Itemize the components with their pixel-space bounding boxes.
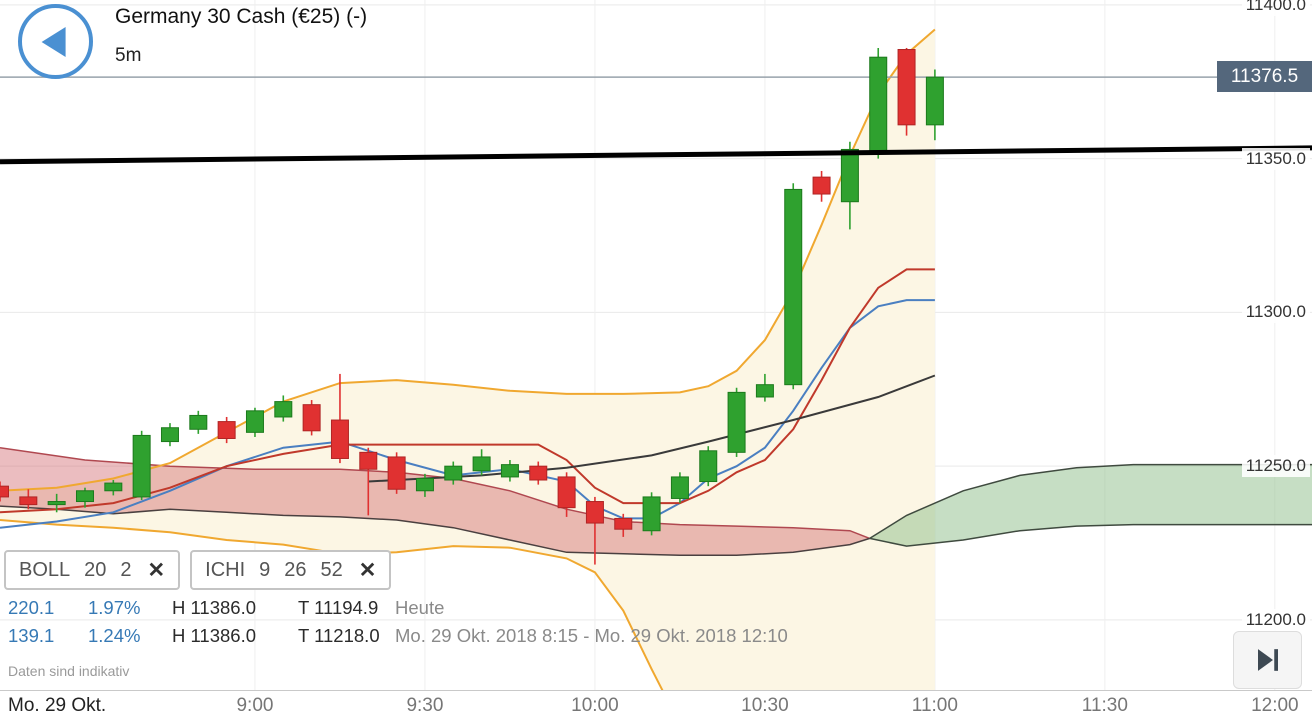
trendline[interactable] bbox=[0, 145, 1312, 165]
close-icon[interactable]: ✕ bbox=[358, 558, 377, 582]
change-value: 139.1 bbox=[8, 625, 55, 646]
change-value: 220.1 bbox=[8, 597, 55, 618]
baseline-dark-line bbox=[368, 374, 936, 483]
candle-09:55 bbox=[557, 472, 576, 517]
candle-08:40 bbox=[132, 430, 151, 500]
left-arrow-icon bbox=[41, 26, 66, 57]
range-label: Mo. 29 Okt. 2018 8:15 - Mo. 29 Okt. 2018… bbox=[395, 625, 788, 646]
close-icon[interactable]: ✕ bbox=[147, 558, 166, 582]
change-percent: 1.24% bbox=[88, 625, 141, 646]
current-price-badge: 11376.5 bbox=[1217, 61, 1312, 93]
back-button[interactable] bbox=[18, 4, 93, 79]
candles-layer bbox=[0, 47, 944, 565]
indicator-param: 26 bbox=[284, 558, 307, 581]
candle-08:20 bbox=[19, 489, 38, 510]
candle-10:35 bbox=[784, 183, 803, 390]
candle-11:00 bbox=[925, 69, 944, 141]
high-value: H 11386.0 bbox=[172, 597, 256, 618]
candle-09:30 bbox=[415, 473, 434, 497]
indicator-param: 2 bbox=[120, 558, 132, 581]
price-axis-label: 11250.0 bbox=[1241, 455, 1310, 478]
time-axis-day-label: Mo. 29 Okt. bbox=[8, 695, 107, 716]
time-axis: Mo. 29 Okt. 9:00 9:30 10:00 10:30 11:00 11:30… bbox=[0, 690, 1312, 722]
stats-row-visible-range: 139.1 1.24% H 11386.0 T 11218.0 Mo. 29 O… bbox=[8, 625, 788, 647]
low-value: T 11194.9 bbox=[298, 597, 379, 618]
candle-10:25 bbox=[727, 387, 746, 457]
candle-08:55 bbox=[217, 416, 236, 444]
candle-09:15 bbox=[330, 373, 349, 464]
time-axis-label: 11:30 bbox=[1081, 695, 1128, 716]
time-axis-label: 10:30 bbox=[741, 695, 789, 716]
indicator-name: BOLL bbox=[19, 558, 71, 581]
candle-09:00 bbox=[245, 407, 264, 437]
candle-09:10 bbox=[302, 400, 321, 436]
candle-10:50 bbox=[869, 47, 888, 159]
candle-09:50 bbox=[529, 461, 548, 485]
disclaimer-text: Daten sind indikativ bbox=[8, 663, 130, 679]
indicator-param: 9 bbox=[259, 558, 271, 581]
candle-08:15 bbox=[0, 481, 9, 502]
bollinger-upper-line bbox=[0, 28, 936, 492]
candle-09:40 bbox=[472, 449, 491, 476]
candle-10:05 bbox=[614, 513, 633, 537]
ichimoku-cloud-bullish bbox=[869, 463, 1312, 547]
time-axis-label: 11:00 bbox=[911, 695, 958, 716]
range-label: Heute bbox=[395, 597, 445, 618]
time-axis-label: 9:30 bbox=[406, 695, 444, 716]
candle-10:15 bbox=[670, 472, 689, 504]
kijun-sen-line bbox=[0, 268, 935, 514]
candle-10:45 bbox=[840, 141, 859, 230]
bollinger-lower-line bbox=[0, 519, 680, 722]
candle-10:55 bbox=[897, 47, 916, 136]
step-forward-icon bbox=[1257, 649, 1278, 671]
candle-08:45 bbox=[160, 423, 179, 447]
indicator-name: ICHI bbox=[205, 558, 246, 581]
step-forward-button[interactable] bbox=[1233, 631, 1302, 689]
indicator-chip-bar: BOLL 20 2 ✕ ICHI 9 26 52 ✕ bbox=[4, 550, 392, 590]
candle-08:30 bbox=[75, 487, 94, 508]
candle-08:25 bbox=[47, 493, 66, 513]
candle-09:35 bbox=[444, 461, 463, 485]
candle-09:25 bbox=[387, 452, 406, 494]
price-axis-label: 11300.0 bbox=[1241, 301, 1310, 324]
high-value: H 11386.0 bbox=[172, 625, 256, 646]
candle-08:35 bbox=[104, 480, 123, 496]
indicator-param: 20 bbox=[84, 558, 107, 581]
candle-08:50 bbox=[189, 410, 208, 434]
bollinger-band-fill bbox=[0, 29, 935, 722]
time-axis-label: 12:00 bbox=[1251, 695, 1299, 716]
price-axis-label: 11350.0 bbox=[1241, 147, 1310, 170]
stats-row-today: 220.1 1.97% H 11386.0 T 11194.9 Heute bbox=[8, 597, 444, 619]
candle-10:20 bbox=[699, 446, 718, 487]
price-axis-label: 11400.0 bbox=[1241, 0, 1310, 16]
candle-09:45 bbox=[500, 460, 519, 482]
candle-09:05 bbox=[274, 395, 293, 422]
candle-10:00 bbox=[585, 496, 604, 565]
change-percent: 1.97% bbox=[88, 597, 141, 618]
instrument-title: Germany 30 Cash (€25) (-) bbox=[115, 5, 368, 28]
low-value: T 11218.0 bbox=[298, 625, 380, 646]
candle-10:10 bbox=[642, 492, 661, 536]
indicator-chip-boll[interactable]: BOLL 20 2 ✕ bbox=[4, 550, 181, 590]
time-axis-label: 10:00 bbox=[571, 695, 619, 716]
indicator-param: 52 bbox=[320, 558, 343, 581]
timeframe-selector[interactable]: 5m bbox=[115, 45, 142, 66]
candle-10:40 bbox=[812, 170, 831, 202]
price-axis-label: 11200.0 bbox=[1241, 608, 1310, 631]
indicator-chip-ichi[interactable]: ICHI 9 26 52 ✕ bbox=[190, 550, 392, 590]
time-axis-label: 9:00 bbox=[236, 695, 274, 716]
candle-09:20 bbox=[359, 447, 378, 516]
candle-10:30 bbox=[755, 373, 774, 402]
